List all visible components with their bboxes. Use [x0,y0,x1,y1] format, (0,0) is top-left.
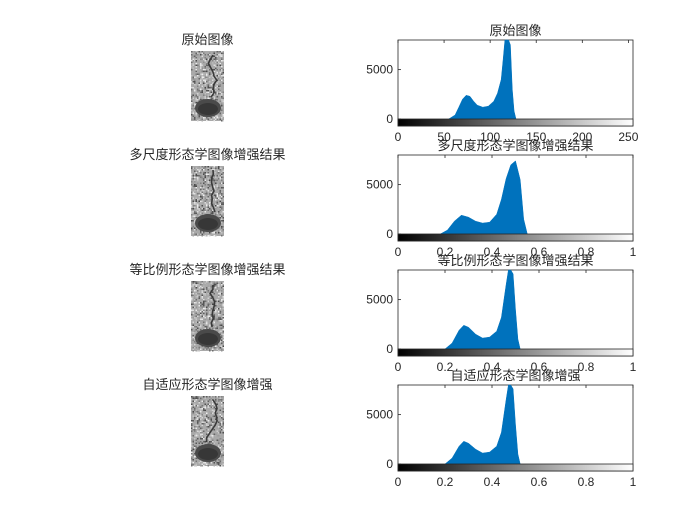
x-tick-label: 100 [480,130,500,144]
grayscale-image [191,51,224,122]
x-tick-label: 0.6 [531,245,548,259]
image-panel: 等比例形态学图像增强结果 [129,262,286,352]
x-tick-label: 0.8 [578,245,595,259]
histogram-panel: 0 5000 0 0.2 0.4 0.6 0.8 1 自适应形态学图像增强 [366,368,636,489]
histogram-bars [444,384,521,465]
grayscale-image [191,396,224,467]
x-tick-label: 1 [630,475,637,489]
histogram-title: 多尺度形态学图像增强结果 [437,138,593,154]
image-panel: 多尺度形态学图像增强结果 [129,147,286,237]
x-tick-label: 200 [572,130,592,144]
histogram-axes [397,39,634,127]
x-tick-label: 0.6 [531,475,548,489]
x-tick-label: 150 [526,130,546,144]
x-tick-label: 0.2 [437,245,454,259]
image-panel-title: 自适应形态学图像增强 [142,377,272,393]
y-tick-label: 5000 [366,63,393,77]
x-tick-label: 0.6 [531,360,548,374]
y-tick-label: 5000 [366,293,393,307]
grayscale-colorbar [397,118,634,127]
x-tick-label: 250 [618,130,638,144]
y-tick-label: 5000 [366,408,393,422]
histogram-bars [444,269,521,350]
x-tick-label: 0 [395,360,402,374]
grayscale-colorbar [397,463,634,472]
image-panel: 自适应形态学图像增强 [142,377,273,467]
y-tick-label: 0 [386,342,393,356]
grayscale-image [191,166,224,237]
histogram-title: 等比例形态学图像增强结果 [437,253,593,269]
x-tick-label: 1 [630,360,637,374]
image-panel-title: 多尺度形态学图像增强结果 [129,147,285,163]
image-panel-title: 等比例形态学图像增强结果 [129,262,285,278]
histogram-bars [440,160,528,235]
x-tick-label: 0.2 [437,475,454,489]
x-tick-label: 0 [395,475,402,489]
histogram-panel: 0 5000 0 0.2 0.4 0.6 0.8 1 多尺度形态学图像增强结果 [366,138,636,259]
histogram-title: 原始图像 [489,24,541,39]
x-tick-label: 0.8 [578,360,595,374]
x-tick-label: 0.4 [484,360,501,374]
y-tick-label: 0 [386,457,393,471]
grayscale-colorbar [397,348,634,357]
x-tick-label: 0.8 [578,475,595,489]
x-tick-label: 50 [437,130,451,144]
x-tick-label: 0 [395,245,402,259]
y-tick-label: 5000 [366,178,393,192]
x-tick-label: 0 [395,130,402,144]
y-tick-label: 0 [386,112,393,126]
histogram-bars [447,39,517,120]
x-tick-label: 0.4 [484,245,501,259]
x-tick-label: 1 [630,245,637,259]
grayscale-image [191,281,224,352]
histogram-panel: 0 5000 0 0.2 0.4 0.6 0.8 1 等比例形态学图像增强结果 [366,253,636,374]
histogram-panel: 0 5000 0 50 100 150 200 250 原始图像 [366,24,638,144]
x-tick-label: 0.2 [437,360,454,374]
image-panel: 原始图像 [181,33,234,122]
x-tick-label: 0.4 [484,475,501,489]
histogram-title: 自适应形态学图像增强 [450,368,580,384]
grayscale-colorbar [397,233,634,242]
y-tick-label: 0 [386,227,393,241]
image-panel-title: 原始图像 [181,33,233,48]
